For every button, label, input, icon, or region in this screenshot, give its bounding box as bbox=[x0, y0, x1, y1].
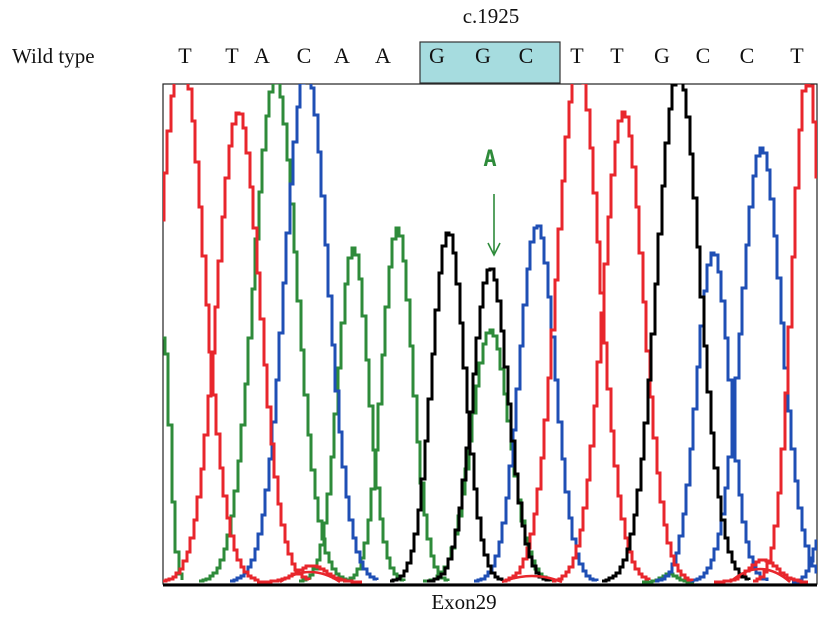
base-call-13: C bbox=[740, 43, 755, 68]
base-call-5: A bbox=[375, 43, 391, 68]
trace-G-peak-2 bbox=[602, 84, 751, 583]
baseline-bump-1 bbox=[501, 574, 563, 584]
codon-highlight-box bbox=[419, 41, 561, 84]
base-call-11: G bbox=[654, 43, 670, 68]
base-call-14: T bbox=[790, 43, 804, 68]
base-call-4: A bbox=[334, 43, 350, 68]
base-call-3: C bbox=[297, 43, 312, 68]
trace-A-peak-0 bbox=[163, 336, 184, 580]
base-call-8: C bbox=[519, 43, 534, 68]
trace-C-peak-4 bbox=[792, 539, 817, 584]
base-call-7: G bbox=[475, 43, 491, 68]
mutation-position-label: c.1925 bbox=[463, 4, 520, 28]
base-call-10: T bbox=[610, 43, 624, 68]
baseline-bump-2 bbox=[729, 567, 791, 583]
base-call-2: A bbox=[254, 43, 270, 68]
trace-T-peak-3 bbox=[502, 84, 651, 583]
mutation-base-label: A bbox=[483, 147, 496, 172]
baseline-bump-0 bbox=[279, 570, 341, 584]
trace-A-peak-2 bbox=[299, 246, 406, 583]
trace-T-peak-4 bbox=[552, 110, 694, 583]
trace-T-peak-6 bbox=[753, 84, 817, 583]
trace-T-peak-2 bbox=[257, 564, 362, 584]
trace-T-peak-0 bbox=[163, 84, 260, 582]
exon-label: Exon29 bbox=[431, 590, 496, 614]
base-call-0: T bbox=[178, 43, 192, 68]
trace-A-peak-3 bbox=[343, 226, 450, 583]
base-call-1: T bbox=[225, 43, 239, 68]
wild-type-label: Wild type bbox=[12, 44, 95, 68]
trace-G-peak-1 bbox=[427, 267, 552, 583]
trace-G-peak-0 bbox=[390, 231, 504, 583]
trace-A-peak-1 bbox=[199, 84, 348, 583]
trace-C-peak-0 bbox=[230, 84, 379, 583]
trace-group bbox=[163, 84, 817, 584]
trace-T-peak-1 bbox=[163, 111, 311, 583]
base-call-12: C bbox=[696, 43, 711, 68]
trace-A-peak-4 bbox=[423, 328, 555, 583]
trace-T-peak-5 bbox=[714, 558, 808, 584]
base-call-6: G bbox=[429, 43, 445, 68]
base-call-9: T bbox=[570, 43, 584, 68]
trace-C-peak-3 bbox=[690, 146, 817, 583]
mutation-arrow-icon bbox=[487, 194, 501, 257]
